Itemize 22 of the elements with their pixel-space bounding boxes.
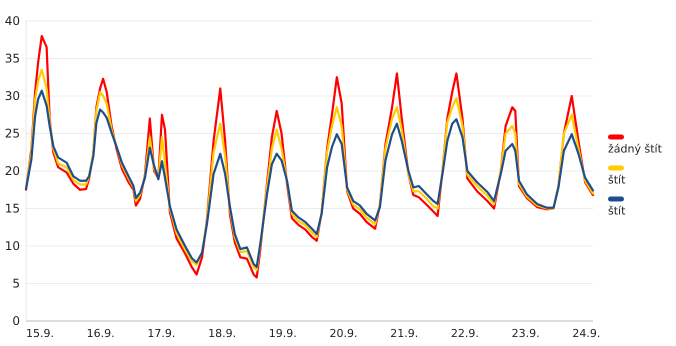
y-tick-label: 35: [4, 52, 20, 66]
y-tick-label: 30: [4, 89, 20, 104]
legend-label: žádný štít: [608, 142, 663, 156]
y-tick-label: 5: [12, 276, 20, 291]
x-tick-label: 16.9.: [86, 327, 115, 340]
y-tick-label: 20: [4, 164, 20, 178]
y-tick-label: 40: [4, 14, 20, 28]
x-tick-label: 24.9.: [572, 327, 600, 340]
x-tick-label: 20.9.: [330, 327, 358, 340]
legend-label: štít: [608, 204, 626, 218]
x-tick-label: 23.9.: [512, 327, 540, 340]
x-tick-label: 21.9.: [390, 327, 418, 340]
y-tick-label: 25: [4, 126, 20, 141]
legend-label: štít: [608, 174, 626, 186]
x-tick-label: 18.9.: [208, 327, 236, 340]
x-tick-label: 22.9.: [450, 327, 479, 340]
x-tick-label: 15.9.: [26, 327, 54, 340]
y-tick-label: 0: [12, 314, 20, 328]
y-tick-label: 10: [4, 239, 20, 254]
y-tick-label: 15: [4, 202, 20, 216]
x-tick-label: 19.9.: [268, 327, 297, 340]
x-tick-label: 17.9.: [147, 327, 176, 340]
